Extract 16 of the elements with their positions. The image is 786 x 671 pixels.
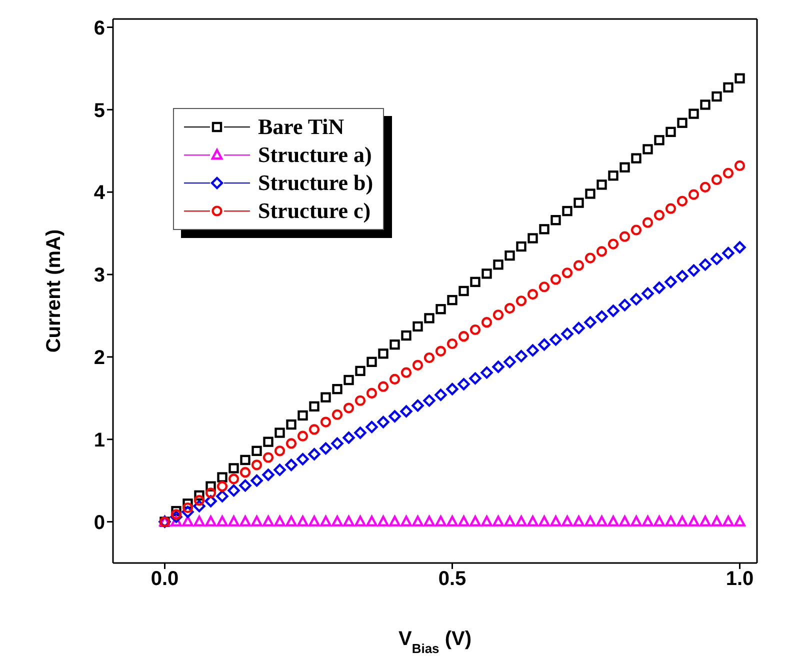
y-tick-label: 3	[94, 264, 105, 287]
y-tick-label: 0	[94, 512, 105, 534]
y-tick-label: 2	[94, 347, 105, 370]
legend-label: Bare TiN	[258, 114, 344, 140]
y-tick-label: 6	[94, 17, 105, 40]
legend-label: Structure b)	[258, 170, 374, 196]
x-axis-title: V$_{Bias}$ (V)	[398, 628, 472, 656]
y-tick-label: 5	[94, 100, 105, 122]
legend-label: Structure a)	[258, 142, 372, 168]
y-tick-label: 1	[94, 429, 105, 452]
x-tick-label: 0.0	[150, 568, 179, 590]
x-tick-label: 1.0	[726, 568, 754, 590]
x-tick-label: 0.5	[438, 568, 466, 590]
y-axis-title: Current (mA)	[43, 229, 65, 353]
y-tick-label: 4	[94, 182, 106, 204]
legend-label: Structure c)	[258, 198, 371, 224]
